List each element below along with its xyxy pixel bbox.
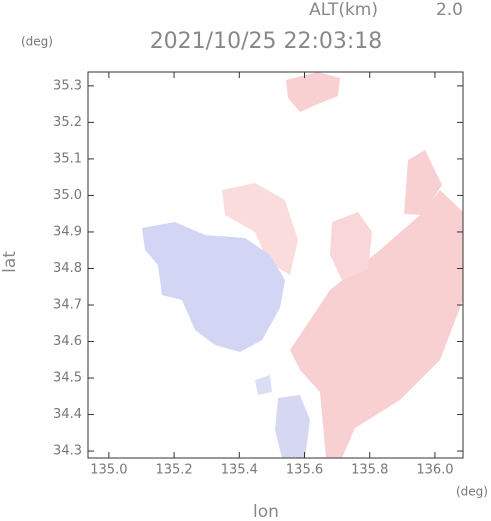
x-tick-label: 135.2 (155, 463, 192, 478)
chart-title: 2021/10/25 22:03:18 (150, 29, 383, 54)
negative-region (255, 375, 272, 395)
negative-region (142, 222, 285, 352)
y-tick-label: 34.4 (53, 407, 82, 422)
positive-region (286, 72, 340, 112)
plot-frame (87, 71, 464, 459)
x-tick-label: 135.6 (286, 463, 323, 478)
y-tick-label: 35.0 (53, 188, 82, 203)
y-unit: (deg) (21, 35, 53, 49)
y-tick-label: 34.9 (53, 224, 82, 239)
x-unit: (deg) (456, 485, 488, 499)
y-tick-label: 35.2 (53, 115, 82, 130)
y-tick-label: 34.7 (53, 297, 82, 312)
x-axis-label: lon (253, 502, 279, 521)
positive-region (404, 150, 442, 215)
altitude-label: ALT(km) (309, 0, 378, 20)
y-tick-label: 34.3 (53, 444, 82, 459)
y-tick-label: 34.5 (53, 371, 82, 386)
y-axis-label: lat (0, 251, 20, 273)
positive-region (222, 183, 298, 275)
velocity-field (142, 72, 463, 458)
altitude: 2.0 (436, 0, 463, 20)
y-tick-label: 34.8 (53, 261, 82, 276)
x-tick-label: 135.0 (90, 463, 127, 478)
positive-region (290, 190, 463, 458)
y-tick-label: 35.3 (53, 78, 82, 93)
negative-region (275, 395, 310, 458)
y-tick-label: 34.6 (53, 334, 82, 349)
x-tick-label: 136.0 (416, 463, 453, 478)
x-tick-label: 135.4 (221, 463, 258, 478)
y-tick-label: 35.1 (53, 151, 82, 166)
positive-region (330, 212, 372, 280)
x-tick-label: 135.8 (351, 463, 388, 478)
